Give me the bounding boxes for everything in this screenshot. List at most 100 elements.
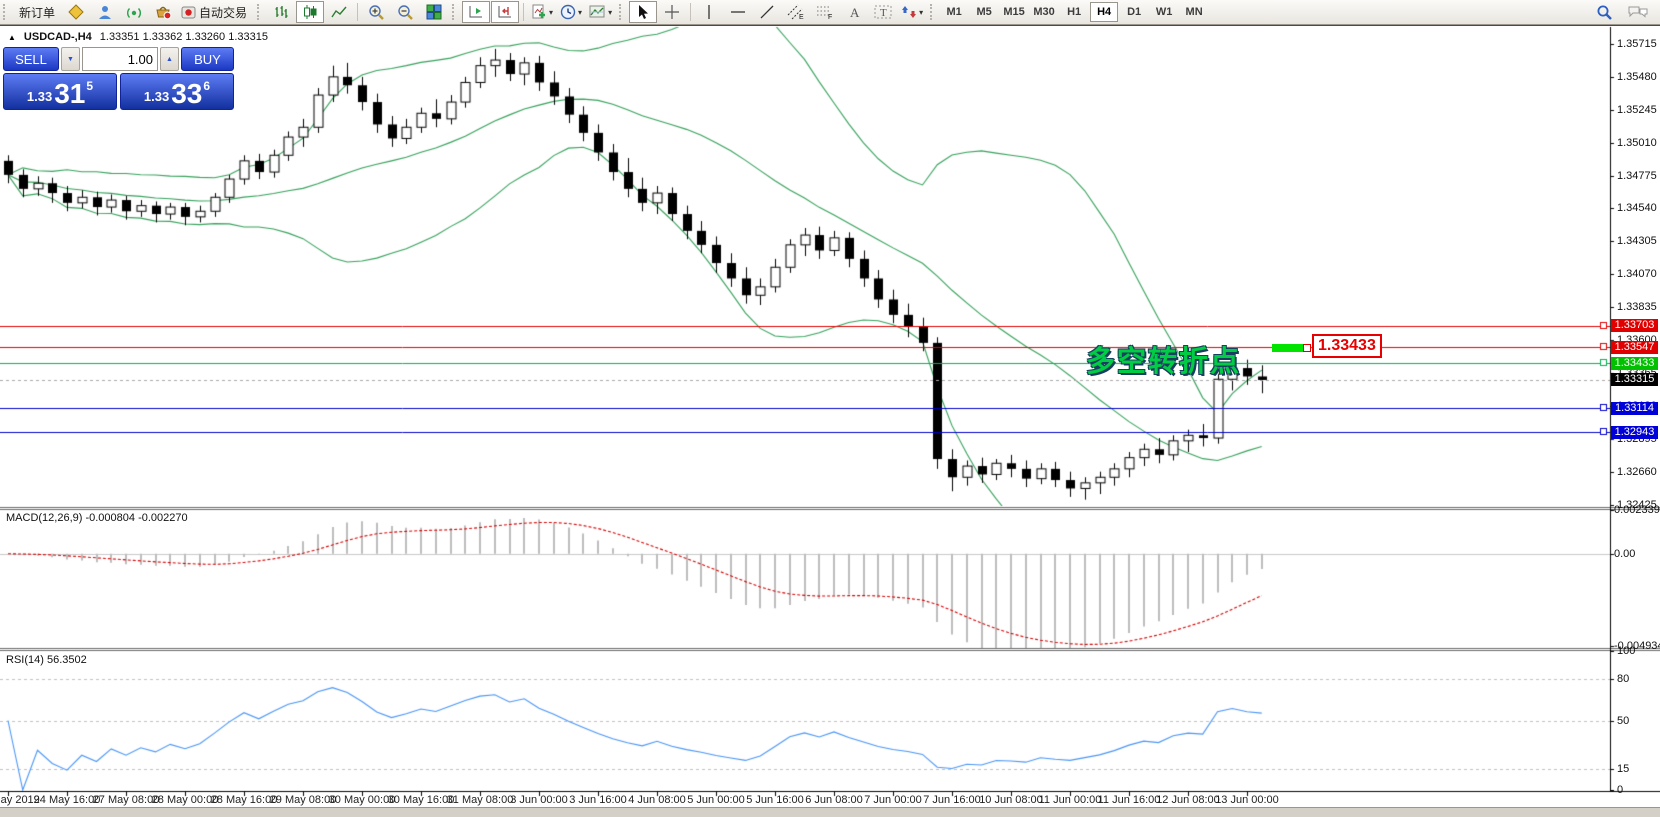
trendline-button[interactable] xyxy=(753,1,781,23)
timeframe-W1[interactable]: W1 xyxy=(1155,6,1173,18)
zoom-out-button[interactable] xyxy=(391,1,419,23)
cursor-button[interactable] xyxy=(629,1,658,23)
y-axis-tick: 1.35715 xyxy=(1617,37,1657,50)
indicators-caret[interactable]: ▾ xyxy=(549,7,554,17)
metaeditor-button[interactable] xyxy=(62,1,90,23)
line-chart-icon xyxy=(331,6,347,18)
zoom-in-button[interactable] xyxy=(362,1,390,23)
market-button[interactable] xyxy=(149,1,177,23)
rsi-axis-tick: 0 xyxy=(1617,784,1624,796)
price-tag-anchor xyxy=(1303,344,1311,352)
price-flag: 1.33433 xyxy=(1611,356,1658,370)
text-icon: A xyxy=(850,5,860,20)
candlestick-chart-button[interactable] xyxy=(296,1,325,23)
y-axis-tick: 1.35480 xyxy=(1617,70,1657,83)
y-axis-tick: 1.34305 xyxy=(1617,235,1657,248)
buy-button[interactable]: BUY xyxy=(181,47,234,71)
templates-caret[interactable]: ▾ xyxy=(608,7,613,17)
chart-annotation-text[interactable]: 多空转折点 xyxy=(1086,346,1242,378)
crosshair-icon xyxy=(665,5,680,19)
rsi-axis-tick: 80 xyxy=(1617,672,1630,685)
time-axis-label: 12 Jun 08:00 xyxy=(1156,794,1220,806)
price-flag: 1.32943 xyxy=(1611,425,1658,439)
volume-decrease-button[interactable]: ▼ xyxy=(61,47,80,71)
autotrading-button[interactable]: 自动交易 xyxy=(178,1,253,23)
toolbar: 新订单 自动交易 xyxy=(0,0,1660,25)
volume-increase-button[interactable]: ▲ xyxy=(160,47,179,71)
horizontal-line-icon xyxy=(731,11,746,13)
market-icon xyxy=(155,6,171,20)
horizontal-line-button[interactable] xyxy=(724,1,752,23)
text-label-icon: T xyxy=(874,5,892,19)
search-button[interactable] xyxy=(1590,1,1618,23)
rsi-label: RSI(14) 56.3502 xyxy=(6,654,87,666)
price-chart-canvas[interactable] xyxy=(0,26,1660,808)
periods-button[interactable]: ▾ xyxy=(557,1,585,23)
chart-window[interactable]: ▲ USDCAD-,H4 1.33351 1.33362 1.33260 1.3… xyxy=(0,25,1660,808)
text-label-button[interactable]: T xyxy=(869,1,897,23)
line-chart-button[interactable] xyxy=(325,1,353,23)
zoom-out-icon xyxy=(397,4,413,20)
search-icon xyxy=(1597,5,1612,20)
toolbar-grip[interactable] xyxy=(257,4,263,20)
y-axis-tick: 1.32425 xyxy=(1617,498,1657,511)
macd-label: MACD(12,26,9) -0.000804 -0.002270 xyxy=(6,512,188,524)
rsi-axis-tick: 50 xyxy=(1617,714,1630,727)
community-icon xyxy=(99,6,112,19)
collapse-triangle-icon[interactable]: ▲ xyxy=(8,32,16,42)
arrows-button[interactable]: ▾ xyxy=(898,1,926,23)
text-button[interactable]: A xyxy=(840,1,868,23)
sell-button[interactable]: SELL xyxy=(3,47,59,71)
volume-input[interactable] xyxy=(82,47,158,71)
timeframe-H4[interactable]: H4 xyxy=(1090,2,1119,22)
trend-segment[interactable] xyxy=(1272,344,1309,352)
toolbar-grip[interactable] xyxy=(930,4,936,20)
timeframe-M15[interactable]: M15 xyxy=(1003,6,1025,18)
time-axis-label: 24 May 2019 xyxy=(0,794,40,806)
metaeditor-icon xyxy=(68,4,84,20)
time-axis-label: 24 May 16:00 xyxy=(33,794,101,806)
signals-button[interactable] xyxy=(120,1,148,23)
periods-caret[interactable]: ▾ xyxy=(578,7,583,17)
timeframe-M30[interactable]: M30 xyxy=(1033,6,1055,18)
rsi-axis-tick: 15 xyxy=(1617,763,1630,776)
sell-price-button[interactable]: 1.33 31 5 xyxy=(3,73,117,110)
svg-text:A: A xyxy=(850,5,860,20)
vertical-line-button[interactable] xyxy=(695,1,723,23)
time-axis-label: 28 May 00:00 xyxy=(151,794,219,806)
timeframe-D1[interactable]: D1 xyxy=(1127,6,1142,18)
time-axis-label: 10 Jun 08:00 xyxy=(979,794,1043,806)
templates-button[interactable]: ▾ xyxy=(586,1,615,23)
one-click-trading-panel: SELL ▼ ▲ BUY 1.33 31 5 1.33 33 6 xyxy=(3,47,234,110)
tile-windows-button[interactable] xyxy=(420,1,448,23)
price-tag[interactable]: 1.33433 xyxy=(1312,334,1382,358)
bar-chart-button[interactable] xyxy=(267,1,295,23)
auto-scroll-button[interactable] xyxy=(462,1,491,23)
timeframe-H1[interactable]: H1 xyxy=(1067,6,1082,18)
buy-price-button[interactable]: 1.33 33 6 xyxy=(120,73,234,110)
community-button[interactable] xyxy=(91,1,119,23)
indicators-button[interactable]: ▾ xyxy=(528,1,556,23)
time-axis-label: 30 May 00:00 xyxy=(328,794,396,806)
price-flag: 1.33703 xyxy=(1611,319,1658,333)
time-axis-label: 30 May 16:00 xyxy=(387,794,455,806)
toolbar-grip[interactable] xyxy=(3,4,9,20)
chat-button[interactable] xyxy=(1624,1,1652,23)
new-order-button[interactable]: 新订单 xyxy=(19,5,56,20)
toolbar-grip[interactable] xyxy=(619,4,625,20)
toolbar-grip[interactable] xyxy=(452,4,458,20)
fibonacci-button[interactable]: F xyxy=(811,1,839,23)
arrows-caret[interactable]: ▾ xyxy=(919,7,924,17)
timeframe-group: M1 M5 M15 M30 H1 H4 D1 W1 MN xyxy=(940,2,1208,22)
equidistant-channel-button[interactable]: E xyxy=(782,1,810,23)
window-bottom-edge xyxy=(0,807,1660,817)
fibonacci-icon: F xyxy=(817,6,832,20)
timeframe-M5[interactable]: M5 xyxy=(976,6,992,18)
timeframe-MN[interactable]: MN xyxy=(1185,6,1203,18)
svg-text:F: F xyxy=(828,14,832,20)
timeframe-M1[interactable]: M1 xyxy=(946,6,962,18)
y-axis-tick: 1.35245 xyxy=(1617,103,1657,116)
crosshair-button[interactable] xyxy=(658,1,686,23)
chart-shift-button[interactable] xyxy=(491,1,520,23)
